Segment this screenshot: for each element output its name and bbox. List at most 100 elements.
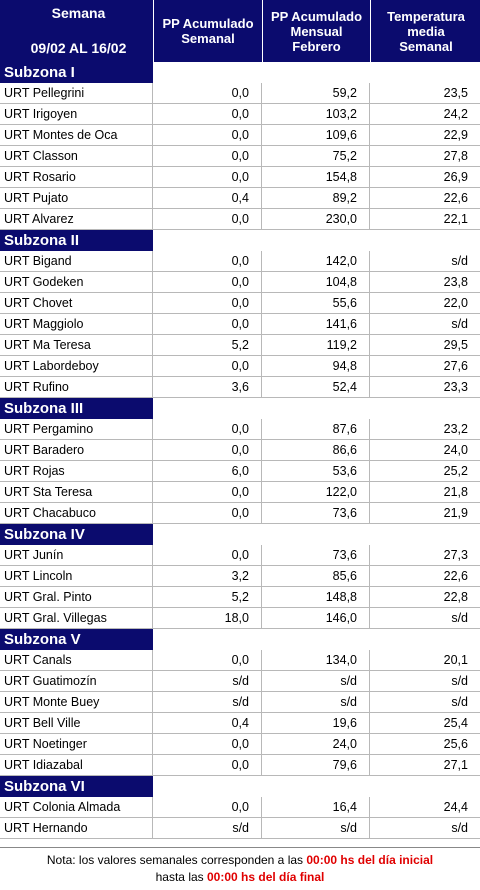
table-row: URT Labordeboy 0,0 94,8 27,6 <box>0 356 480 377</box>
table-row: URT Classon 0,0 75,2 27,8 <box>0 146 480 167</box>
subzone-header: Subzona II <box>0 230 480 251</box>
column-divider <box>152 818 153 838</box>
column-divider <box>261 713 262 733</box>
station-name: URT Gral. Villegas <box>4 611 107 625</box>
pp-semanal-value: s/d <box>232 674 249 688</box>
column-divider <box>369 650 370 670</box>
column-divider <box>369 125 370 145</box>
subzone-header: Subzona III <box>0 398 480 419</box>
table-row: URT Irigoyen 0,0 103,2 24,2 <box>0 104 480 125</box>
pp-semanal-value: 0,0 <box>231 275 249 289</box>
table-row: URT Baradero 0,0 86,6 24,0 <box>0 440 480 461</box>
pp-mensual-value: 103,2 <box>325 107 357 121</box>
pp-semanal-value: 0,4 <box>231 191 249 205</box>
pp-semanal-value: 0,0 <box>231 107 249 121</box>
station-name: URT Rojas <box>4 464 65 478</box>
pp-semanal-value: 0,0 <box>231 548 249 562</box>
station-name: URT Pergamino <box>4 422 94 436</box>
column-divider <box>261 461 262 481</box>
column-divider <box>261 377 262 397</box>
column-divider <box>369 293 370 313</box>
column-divider <box>152 440 153 460</box>
column-divider <box>261 188 262 208</box>
column-divider <box>261 440 262 460</box>
table-row: URT Gral. Villegas 18,0 146,0 s/d <box>0 608 480 629</box>
pp-mensual-value: 24,0 <box>332 737 357 751</box>
pp-mensual-value: 16,4 <box>332 800 357 814</box>
table-row: URT Idiazabal 0,0 79,6 27,1 <box>0 755 480 776</box>
table-row: URT Canals 0,0 134,0 20,1 <box>0 650 480 671</box>
column-divider <box>369 251 370 271</box>
subzone-header: Subzona I <box>0 62 480 83</box>
station-name: URT Rufino <box>4 380 69 394</box>
table-row: URT Guatimozín s/d s/d s/d <box>0 671 480 692</box>
column-divider <box>369 167 370 187</box>
pp-mensual-value: 19,6 <box>332 716 357 730</box>
table-row: URT Pujato 0,4 89,2 22,6 <box>0 188 480 209</box>
pp-mensual-value: 109,6 <box>325 128 357 142</box>
column-divider <box>152 797 153 817</box>
column-divider <box>261 671 262 691</box>
station-name: URT Alvarez <box>4 212 74 226</box>
data-table: Subzona I URT Pellegrini 0,0 59,2 23,5 URT Ir… <box>0 62 480 839</box>
column-divider <box>369 335 370 355</box>
column-divider <box>369 818 370 838</box>
temperatura-value: s/d <box>451 254 468 268</box>
table-row: URT Monte Buey s/d s/d s/d <box>0 692 480 713</box>
pp-mensual-value: s/d <box>340 674 357 688</box>
column-divider <box>152 545 153 565</box>
table-row: URT Chovet 0,0 55,6 22,0 <box>0 293 480 314</box>
temperatura-value: 22,9 <box>443 128 468 142</box>
pp-mensual-value: 79,6 <box>332 758 357 772</box>
station-name: URT Noetinger <box>4 737 87 751</box>
temperatura-value: 20,1 <box>443 653 468 667</box>
column-divider <box>369 440 370 460</box>
station-name: URT Labordeboy <box>4 359 99 373</box>
table-header: Semana 09/02 AL 16/02 PP Acumulado Seman… <box>0 0 480 62</box>
column-divider <box>369 104 370 124</box>
pp-mensual-value: 141,6 <box>325 317 357 331</box>
temperatura-value: 25,4 <box>443 716 468 730</box>
column-divider <box>261 734 262 754</box>
station-name: URT Godeken <box>4 275 84 289</box>
subzone-title: Subzona II <box>0 230 153 251</box>
column-divider <box>152 734 153 754</box>
pp-semanal-value: 3,6 <box>231 380 249 394</box>
subzone-header: Subzona VI <box>0 776 480 797</box>
subzone-header: Subzona V <box>0 629 480 650</box>
station-name: URT Sta Teresa <box>4 485 93 499</box>
subzone-title: Subzona III <box>0 398 153 419</box>
column-divider <box>369 419 370 439</box>
column-divider <box>152 314 153 334</box>
table-row: URT Pergamino 0,0 87,6 23,2 <box>0 419 480 440</box>
pp-mensual-value: 154,8 <box>325 170 357 184</box>
week-label: Semana <box>51 5 106 21</box>
pp-semanal-value: 0,0 <box>231 170 249 184</box>
table-row: URT Rojas 6,0 53,6 25,2 <box>0 461 480 482</box>
station-name: URT Gral. Pinto <box>4 590 92 604</box>
col-header-temperatura: Temperatura media Semanal <box>370 0 480 62</box>
pp-mensual-value: 53,6 <box>332 464 357 478</box>
pp-semanal-value: 0,0 <box>231 212 249 226</box>
column-divider <box>152 482 153 502</box>
temperatura-value: 23,5 <box>443 86 468 100</box>
pp-semanal-value: 0,0 <box>231 800 249 814</box>
column-divider <box>152 209 153 229</box>
station-name: URT Idiazabal <box>4 758 83 772</box>
pp-mensual-value: 94,8 <box>332 359 357 373</box>
column-divider <box>152 125 153 145</box>
station-name: URT Bigand <box>4 254 72 268</box>
column-divider <box>261 566 262 586</box>
pp-mensual-value: 55,6 <box>332 296 357 310</box>
temperatura-value: 23,2 <box>443 422 468 436</box>
column-divider <box>261 272 262 292</box>
pp-semanal-value: 0,0 <box>231 317 249 331</box>
column-divider <box>369 545 370 565</box>
pp-mensual-value: s/d <box>340 695 357 709</box>
column-divider <box>369 734 370 754</box>
pp-mensual-value: 87,6 <box>332 422 357 436</box>
pp-semanal-value: 0,0 <box>231 128 249 142</box>
station-name: URT Rosario <box>4 170 76 184</box>
footnote-text-2: hasta las <box>155 870 207 884</box>
column-divider <box>152 335 153 355</box>
